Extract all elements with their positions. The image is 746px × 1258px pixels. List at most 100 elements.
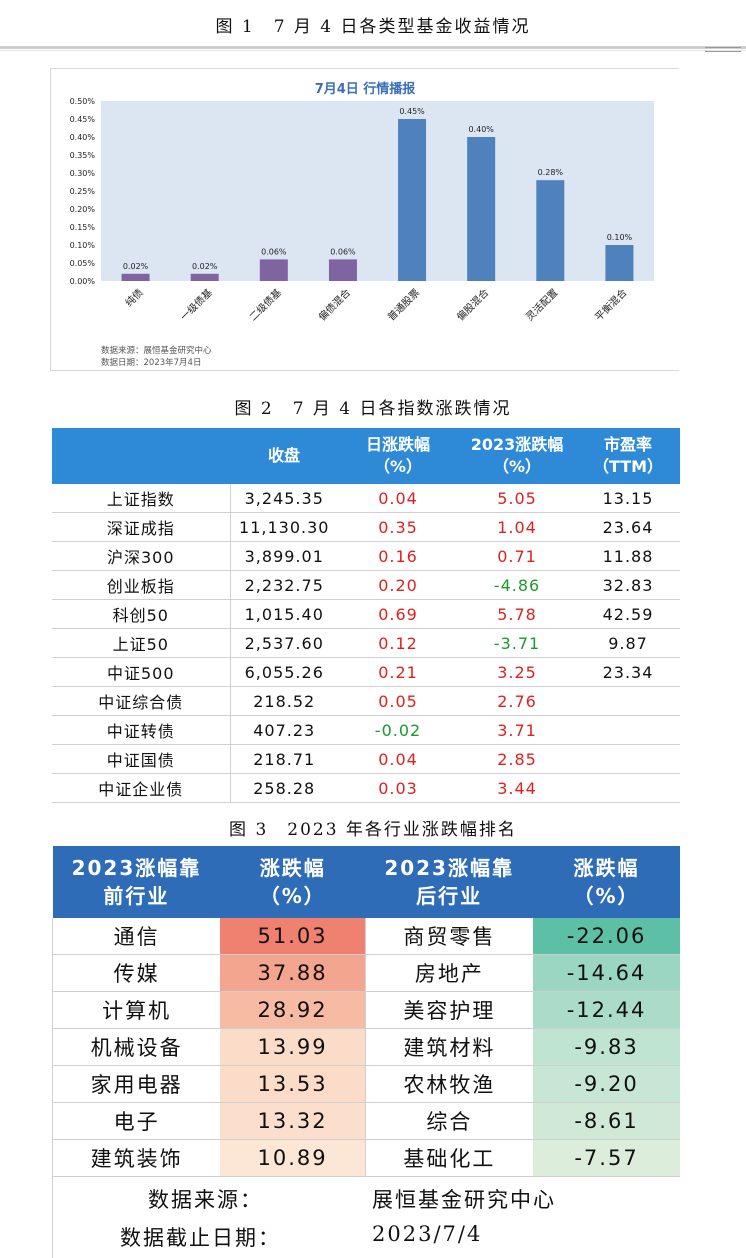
index-name: 中证综合债 bbox=[52, 686, 231, 716]
top-industry-name: 电子 bbox=[52, 1102, 221, 1140]
pe-value bbox=[576, 773, 680, 803]
top-industry-name: 建筑装饰 bbox=[52, 1139, 221, 1177]
day-change-value: 0.05 bbox=[338, 686, 458, 716]
day-change-value: 0.04 bbox=[338, 484, 458, 513]
table-row: 中证转债 407.23 -0.02 3.71 bbox=[52, 715, 680, 745]
x-category-label: 二级债基 bbox=[246, 286, 283, 323]
header-text-line: 涨跌幅 bbox=[259, 856, 326, 880]
bar bbox=[467, 137, 496, 281]
index-name: 中证国债 bbox=[52, 744, 231, 774]
table-row: 机械设备 13.99 建筑材料 -9.83 bbox=[52, 1028, 680, 1066]
close-value: 218.71 bbox=[230, 744, 338, 774]
bar bbox=[190, 273, 219, 281]
bottom-industry-change: -8.61 bbox=[533, 1102, 680, 1140]
top-industry-change: 37.88 bbox=[220, 954, 366, 992]
header-text-line: （%） bbox=[259, 884, 326, 908]
top-industry-change: 13.32 bbox=[220, 1102, 366, 1140]
day-change-value: -0.02 bbox=[338, 715, 458, 745]
y-tick-label: 0.50% bbox=[70, 97, 96, 106]
ytd-change-value: 3.44 bbox=[458, 773, 576, 803]
index-name: 上证指数 bbox=[52, 484, 231, 513]
bar-data-label: 0.45% bbox=[399, 107, 425, 116]
x-category-label: 普通股票 bbox=[385, 286, 422, 323]
table-header-row: 收盘 日涨跌幅 （%） 2023涨跌幅 （%） 市盈率 （TTM） bbox=[52, 428, 680, 484]
header-bottom-industry: 2023涨幅靠 后行业 bbox=[365, 846, 534, 918]
figure1-chart-frame: 0.00% 0.05% 0.10% 0.15% 0.20% 0.25% 0.30% 0.35%… bbox=[50, 68, 679, 371]
header-day-change: 日涨跌幅 （%） bbox=[338, 428, 458, 484]
pe-value: 32.83 bbox=[576, 570, 680, 600]
y-tick-label: 0.05% bbox=[70, 259, 96, 268]
close-value: 218.52 bbox=[230, 686, 338, 716]
figure1-bar-chart: 0.00% 0.05% 0.10% 0.15% 0.20% 0.25% 0.30% 0.35%… bbox=[70, 97, 654, 323]
y-tick-label: 0.30% bbox=[70, 169, 96, 178]
foot-border bbox=[52, 1174, 53, 1258]
ytd-change-value: -3.71 bbox=[458, 628, 576, 658]
header-text-line: 涨跌幅 bbox=[573, 856, 640, 880]
close-value: 1,015.40 bbox=[230, 599, 338, 629]
table-row: 中证综合债 218.52 0.05 2.76 bbox=[52, 686, 680, 716]
header-name bbox=[52, 428, 230, 484]
source-label: 数据来源： bbox=[148, 1188, 263, 1212]
bottom-industry-change: -9.20 bbox=[533, 1065, 680, 1103]
table-row: 中证国债 218.71 0.04 2.85 bbox=[52, 744, 680, 774]
ytd-change-value: 5.05 bbox=[458, 484, 576, 513]
plot-area bbox=[101, 101, 654, 281]
bar bbox=[259, 259, 288, 281]
header-text-line: 后行业 bbox=[416, 884, 483, 908]
bottom-industry-name: 美容护理 bbox=[364, 991, 534, 1029]
header-top-change: 涨跌幅 （%） bbox=[220, 846, 366, 918]
close-value: 2,232.75 bbox=[230, 570, 338, 600]
table-row: 创业板指 2,232.75 0.20 -4.86 32.83 bbox=[52, 570, 680, 600]
header-text-line: 2023涨跌幅 bbox=[470, 435, 564, 454]
top-industry-name: 家用电器 bbox=[52, 1065, 221, 1103]
header-text-line: 日涨跌幅 bbox=[365, 435, 430, 454]
ytd-change-value: 1.04 bbox=[458, 512, 576, 542]
bar bbox=[536, 180, 565, 281]
page-corner-mark bbox=[705, 44, 741, 56]
index-name: 沪深300 bbox=[52, 541, 231, 571]
close-value: 3,899.01 bbox=[230, 541, 338, 571]
index-name: 中证企业债 bbox=[52, 773, 231, 803]
bar-data-label: 0.06% bbox=[330, 247, 356, 256]
day-change-value: 0.35 bbox=[338, 512, 458, 542]
header-rule bbox=[0, 46, 746, 49]
pe-value: 23.34 bbox=[576, 657, 680, 687]
header-rule-thin bbox=[0, 50, 746, 51]
figure3-caption: 图 3 2023 年各行业涨跌幅排名 bbox=[229, 820, 517, 840]
date-label: 数据截止日期： bbox=[120, 1226, 281, 1250]
index-performance-table: 收盘 日涨跌幅 （%） 2023涨跌幅 （%） 市盈率 （TTM） 上证指数 3,245… bbox=[52, 428, 680, 803]
pe-value bbox=[576, 744, 680, 774]
top-industry-name: 传媒 bbox=[52, 954, 221, 992]
day-change-value: 0.03 bbox=[338, 773, 458, 803]
close-value: 11,130.30 bbox=[230, 512, 338, 542]
index-name: 中证500 bbox=[52, 657, 231, 687]
source-value: 展恒基金研究中心 bbox=[372, 1188, 556, 1212]
header-bottom-change: 涨跌幅 （%） bbox=[533, 846, 680, 918]
x-category-label: 平衡混合 bbox=[592, 286, 629, 323]
close-value: 407.23 bbox=[230, 715, 338, 745]
ytd-change-value: 3.25 bbox=[458, 657, 576, 687]
bar-data-label: 0.02% bbox=[123, 262, 149, 271]
header-close: 收盘 bbox=[230, 428, 338, 484]
index-name: 深证成指 bbox=[52, 512, 231, 542]
bottom-industry-change: -7.57 bbox=[533, 1139, 680, 1177]
close-value: 6,055.26 bbox=[230, 657, 338, 687]
table-row: 传媒 37.88 房地产 -14.64 bbox=[52, 954, 680, 992]
bar-data-label: 0.10% bbox=[607, 233, 633, 242]
bar bbox=[328, 259, 357, 281]
pe-value: 23.64 bbox=[576, 512, 680, 542]
chart-title: 7月4日 行情播报 bbox=[314, 82, 416, 97]
top-industry-name: 通信 bbox=[52, 918, 221, 955]
x-category-label: 偏债混合 bbox=[316, 286, 353, 323]
y-tick-label: 0.20% bbox=[70, 205, 96, 214]
table-header-row: 2023涨幅靠 前行业 涨跌幅 （%） 2023涨幅靠 后行业 涨跌幅 （%） bbox=[52, 846, 680, 918]
bottom-industry-change: -22.06 bbox=[533, 918, 680, 955]
header-text-line: （%） bbox=[573, 884, 640, 908]
bar-data-label: 0.28% bbox=[538, 168, 564, 177]
table-row: 上证指数 3,245.35 0.04 5.05 13.15 bbox=[52, 484, 680, 513]
y-tick-label: 0.00% bbox=[70, 277, 96, 286]
top-industry-change: 13.53 bbox=[220, 1065, 366, 1103]
bottom-industry-name: 商贸零售 bbox=[364, 918, 534, 955]
index-name: 中证转债 bbox=[52, 715, 231, 745]
industry-ranking-table: 2023涨幅靠 前行业 涨跌幅 （%） 2023涨幅靠 后行业 涨跌幅 （%） 通信 51… bbox=[52, 846, 680, 1177]
